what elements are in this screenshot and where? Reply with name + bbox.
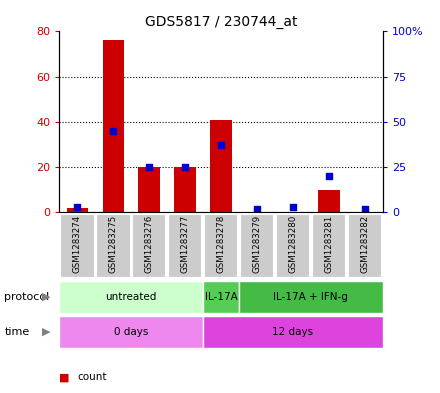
Text: GSM1283278: GSM1283278 bbox=[216, 215, 226, 274]
Point bbox=[361, 206, 368, 212]
Bar bbox=[59, 316, 203, 348]
Point bbox=[182, 164, 189, 170]
Bar bbox=[60, 213, 95, 278]
Point bbox=[326, 173, 333, 179]
Point bbox=[74, 204, 81, 210]
Bar bbox=[312, 213, 346, 278]
Bar bbox=[203, 281, 239, 313]
Bar bbox=[204, 213, 238, 278]
Title: GDS5817 / 230744_at: GDS5817 / 230744_at bbox=[145, 15, 297, 29]
Text: GSM1283281: GSM1283281 bbox=[324, 215, 334, 274]
Bar bbox=[139, 167, 160, 212]
Bar bbox=[96, 213, 131, 278]
Text: GSM1283274: GSM1283274 bbox=[73, 215, 82, 274]
Text: GSM1283277: GSM1283277 bbox=[181, 215, 190, 274]
Text: GSM1283280: GSM1283280 bbox=[289, 215, 297, 274]
Bar bbox=[348, 213, 382, 278]
Bar bbox=[203, 316, 383, 348]
Point bbox=[110, 128, 117, 134]
Bar bbox=[239, 281, 383, 313]
Text: ▶: ▶ bbox=[42, 292, 50, 302]
Bar bbox=[59, 281, 203, 313]
Text: time: time bbox=[4, 327, 29, 337]
Text: 0 days: 0 days bbox=[114, 327, 148, 337]
Text: ■: ■ bbox=[59, 372, 70, 382]
Point bbox=[290, 204, 297, 210]
Text: 12 days: 12 days bbox=[272, 327, 314, 337]
Bar bbox=[132, 213, 166, 278]
Text: untreated: untreated bbox=[106, 292, 157, 302]
Bar bbox=[168, 213, 202, 278]
Text: GSM1283282: GSM1283282 bbox=[360, 215, 369, 274]
Bar bbox=[318, 189, 340, 212]
Bar bbox=[66, 208, 88, 212]
Text: protocol: protocol bbox=[4, 292, 50, 302]
Point bbox=[218, 142, 225, 149]
Text: GSM1283275: GSM1283275 bbox=[109, 215, 118, 274]
Bar bbox=[240, 213, 274, 278]
Text: IL-17A: IL-17A bbox=[205, 292, 238, 302]
Text: ▶: ▶ bbox=[42, 327, 50, 337]
Bar bbox=[276, 213, 310, 278]
Text: GSM1283276: GSM1283276 bbox=[145, 215, 154, 274]
Bar bbox=[174, 167, 196, 212]
Bar bbox=[210, 119, 232, 212]
Text: IL-17A + IFN-g: IL-17A + IFN-g bbox=[274, 292, 348, 302]
Point bbox=[253, 206, 260, 212]
Point bbox=[146, 164, 153, 170]
Text: GSM1283279: GSM1283279 bbox=[253, 215, 261, 274]
Text: count: count bbox=[77, 372, 106, 382]
Bar bbox=[103, 40, 124, 212]
